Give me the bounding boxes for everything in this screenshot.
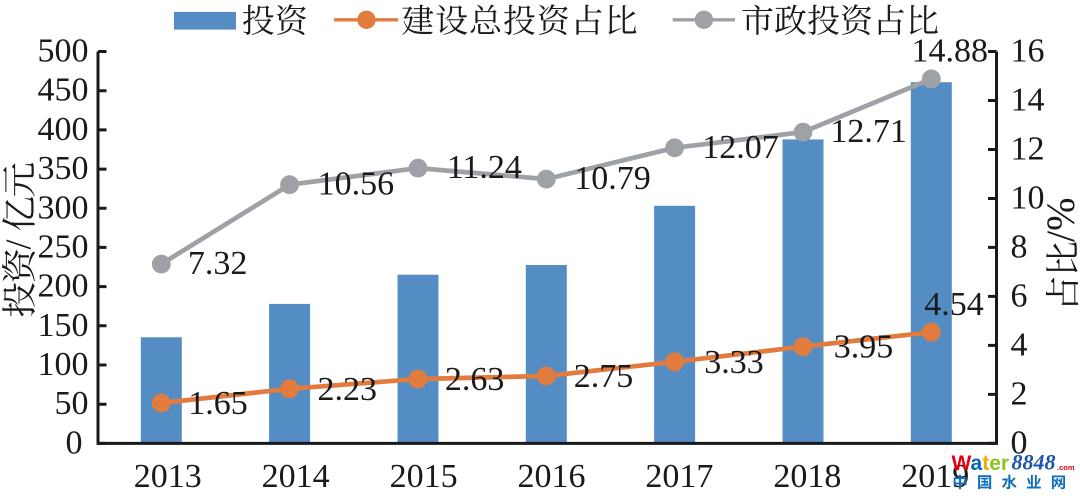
svg-text:3.95: 3.95 [834,329,894,366]
svg-text:12: 12 [1011,131,1045,168]
svg-text:150: 150 [38,307,89,344]
svg-text:14.88: 14.88 [912,33,989,70]
svg-text:0: 0 [1011,424,1028,461]
svg-text:/%: /% [1038,198,1080,242]
svg-text:2018: 2018 [773,458,841,495]
svg-text:14: 14 [1011,82,1045,119]
svg-text:2.23: 2.23 [318,371,378,408]
svg-text:2016: 2016 [518,458,586,495]
svg-text:300: 300 [38,189,89,226]
svg-text:4.54: 4.54 [924,286,984,323]
svg-text:2017: 2017 [645,458,713,495]
svg-text:8: 8 [1011,228,1028,265]
svg-text:6: 6 [1011,277,1028,314]
svg-text:16: 16 [1011,33,1045,70]
svg-text:12.07: 12.07 [702,129,779,166]
svg-text:2.75: 2.75 [574,358,634,395]
svg-text:12.71: 12.71 [830,113,907,150]
svg-text:/: / [0,239,38,249]
svg-text:2019: 2019 [901,458,969,495]
svg-text:1.65: 1.65 [188,385,248,422]
svg-text:2013: 2013 [134,458,202,495]
svg-text:4: 4 [1011,326,1028,363]
svg-text:8848: 8848 [1012,450,1056,475]
svg-text:350: 350 [38,150,89,187]
svg-text:10.79: 10.79 [574,160,651,197]
svg-text:2014: 2014 [262,458,330,495]
svg-text:500: 500 [38,33,89,70]
svg-text:200: 200 [38,268,89,305]
svg-text:2: 2 [1011,375,1028,412]
svg-text:0: 0 [66,424,83,461]
svg-text:250: 250 [38,228,89,265]
svg-text:100: 100 [38,346,89,383]
svg-text:450: 450 [38,72,89,109]
svg-text:7.32: 7.32 [188,245,248,282]
svg-text:400: 400 [38,111,89,148]
svg-text:.com: .com [1057,463,1075,472]
svg-text:10.56: 10.56 [318,166,395,203]
svg-text:10: 10 [1011,180,1045,217]
svg-text:2015: 2015 [390,458,458,495]
svg-text:11.24: 11.24 [447,149,522,186]
svg-text:50: 50 [55,385,89,422]
svg-text:Water: Water [952,452,1010,475]
svg-text:2.63: 2.63 [445,361,505,398]
svg-text:3.33: 3.33 [704,344,764,381]
